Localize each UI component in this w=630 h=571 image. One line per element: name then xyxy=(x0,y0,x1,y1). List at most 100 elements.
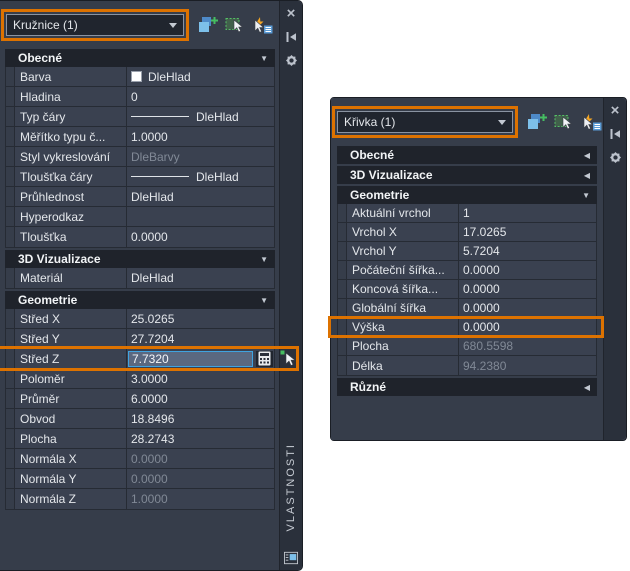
property-value-cell[interactable]: 5.7204 xyxy=(459,244,596,258)
property-value-cell[interactable]: 0.0000 xyxy=(459,282,596,296)
pick-point-button[interactable] xyxy=(280,350,296,369)
calculator-button[interactable] xyxy=(256,350,273,367)
quick-select-button[interactable] xyxy=(580,113,602,132)
property-value-cell[interactable]: 17.0265 xyxy=(459,225,596,239)
property-row-typ-ry[interactable]: Typ čáry DleHlad xyxy=(6,107,274,127)
close-icon[interactable]: × xyxy=(286,5,296,22)
section-header-3d-vizualizace[interactable]: 3D Vizualizace ▼ xyxy=(5,250,275,268)
object-type-dropdown[interactable]: Křivka (1) xyxy=(337,111,513,133)
section-header-obecn[interactable]: Obecné ◀ xyxy=(337,146,597,164)
property-value-cell[interactable]: DleHlad xyxy=(127,190,274,204)
property-value-cell[interactable]: 0.0000 xyxy=(459,320,596,334)
property-row-d-lka[interactable]: Délka 94.2380 xyxy=(338,356,596,375)
property-row-hladina[interactable]: Hladina 0 xyxy=(6,87,274,107)
toggle-pickadd-button[interactable] xyxy=(197,16,219,35)
property-row-pr-m-r[interactable]: Průměr 6.0000 xyxy=(6,389,274,409)
property-value-cell[interactable]: 1 xyxy=(459,206,596,220)
property-row-tlou-ka-ry[interactable]: Tloušťka čáry DleHlad xyxy=(6,167,274,187)
property-row-st-ed-z[interactable]: Střed Z 7.7320 xyxy=(0,346,299,371)
property-value-cell[interactable]: DleHlad xyxy=(127,170,274,184)
quick-select-button[interactable] xyxy=(251,16,273,35)
property-value-cell[interactable]: 3.0000 xyxy=(127,372,274,386)
property-value-cell[interactable]: 0 xyxy=(127,90,274,104)
row-gutter xyxy=(338,261,347,279)
property-row-st-ed-x[interactable]: Střed X 25.0265 xyxy=(6,309,274,329)
property-label: Tloušťka čáry xyxy=(15,167,127,186)
property-value-cell[interactable]: 0.0000 xyxy=(127,472,274,486)
object-type-value: Kružnice (1) xyxy=(13,18,78,32)
property-label: Počáteční šířka... xyxy=(347,261,459,279)
property-value-cell[interactable]: 0.0000 xyxy=(127,452,274,466)
property-row-styl-vykreslov-n[interactable]: Styl vykreslování DleBarvy xyxy=(6,147,274,167)
auto-hide-icon[interactable] xyxy=(284,31,298,43)
property-value-cell[interactable]: 18.8496 xyxy=(127,412,274,426)
settings-gear-icon[interactable] xyxy=(608,151,622,163)
property-value-cell[interactable]: DleHlad xyxy=(127,110,274,124)
property-value-cell[interactable]: 7.7320 xyxy=(127,350,274,368)
property-value-cell[interactable]: 0.0000 xyxy=(127,230,274,244)
property-row-tlou-ka[interactable]: Tloušťka 0.0000 xyxy=(6,227,274,247)
property-row-plocha[interactable]: Plocha 28.2743 xyxy=(6,429,274,449)
property-label: Poloměr xyxy=(15,369,127,388)
property-value-cell[interactable]: DleHlad xyxy=(127,70,274,84)
section-header-geometrie[interactable]: Geometrie ▼ xyxy=(337,186,597,204)
property-value-cell[interactable]: DleHlad xyxy=(127,271,274,285)
property-value: 1 xyxy=(463,206,470,220)
property-label: Průhlednost xyxy=(15,187,127,206)
property-row-st-ed-y[interactable]: Střed Y 27.7204 xyxy=(6,329,274,349)
row-gutter xyxy=(338,356,347,375)
section-header-geometrie[interactable]: Geometrie ▼ xyxy=(5,291,275,309)
auto-hide-icon[interactable] xyxy=(608,128,622,140)
row-gutter xyxy=(338,223,347,241)
property-row-po-te-n-ka[interactable]: Počáteční šířka... 0.0000 xyxy=(338,261,596,280)
property-row-obvod[interactable]: Obvod 18.8496 xyxy=(6,409,274,429)
section-header-obecn[interactable]: Obecné ▼ xyxy=(5,49,275,67)
property-row-norm-la-y[interactable]: Normála Y 0.0000 xyxy=(6,469,274,489)
property-row-m-tko-typu[interactable]: Měřítko typu č... 1.0000 xyxy=(6,127,274,147)
property-value-cell[interactable]: 27.7204 xyxy=(127,332,274,346)
chevron-left-icon: ◀ xyxy=(583,382,590,392)
property-value-cell[interactable]: 25.0265 xyxy=(127,312,274,326)
property-row-hyperodkaz[interactable]: Hyperodkaz xyxy=(6,207,274,227)
property-row-glob-ln-ka[interactable]: Globální šířka 0.0000 xyxy=(338,299,596,318)
property-row-aktu-ln-vrchol[interactable]: Aktuální vrchol 1 xyxy=(338,204,596,223)
property-row-vrchol-x[interactable]: Vrchol X 17.0265 xyxy=(338,223,596,242)
settings-gear-icon[interactable] xyxy=(284,54,298,66)
value-edit-input[interactable]: 7.7320 xyxy=(128,350,253,367)
property-row-norm-la-z[interactable]: Normála Z 1.0000 xyxy=(6,489,274,509)
property-value-cell[interactable]: 1.0000 xyxy=(127,130,274,144)
section-header-3d-vizualizace[interactable]: 3D Vizualizace ◀ xyxy=(337,166,597,184)
property-value-cell[interactable]: 6.0000 xyxy=(127,392,274,406)
row-gutter xyxy=(6,227,15,247)
select-objects-button[interactable] xyxy=(553,113,575,132)
property-row-barva[interactable]: Barva DleHlad xyxy=(6,67,274,87)
property-value-cell[interactable]: 94.2380 xyxy=(459,359,596,373)
property-value-cell[interactable]: 0.0000 xyxy=(459,301,596,315)
object-type-dropdown[interactable]: Kružnice (1) xyxy=(6,14,184,36)
property-value: DleHlad xyxy=(196,169,239,184)
chevron-down-icon: ▼ xyxy=(260,53,268,63)
property-row-norm-la-x[interactable]: Normála X 0.0000 xyxy=(6,449,274,469)
property-row-koncov-ka[interactable]: Koncová šířka... 0.0000 xyxy=(338,280,596,299)
property-value-cell[interactable]: 0.0000 xyxy=(459,263,596,277)
property-value-cell[interactable]: 1.0000 xyxy=(127,492,274,506)
select-objects-button[interactable] xyxy=(224,16,246,35)
row-gutter xyxy=(338,280,347,298)
property-row-polom-r[interactable]: Poloměr 3.0000 xyxy=(6,369,274,389)
property-value-cell[interactable]: 28.2743 xyxy=(127,432,274,446)
property-row-plocha[interactable]: Plocha 680.5598 xyxy=(338,337,596,356)
property-row-v-ka[interactable]: Výška 0.0000 xyxy=(328,316,604,338)
close-icon[interactable]: × xyxy=(610,102,620,119)
property-row-materi-l[interactable]: Materiál DleHlad xyxy=(6,268,274,288)
toggle-pickadd-button[interactable] xyxy=(526,113,548,132)
property-row-vrchol-y[interactable]: Vrchol Y 5.7204 xyxy=(338,242,596,261)
property-value: 1.0000 xyxy=(131,129,168,144)
section-header-r-zn[interactable]: Různé ◀ xyxy=(337,378,597,396)
selector-highlight-box: Kružnice (1) xyxy=(1,9,189,41)
property-value: 1.0000 xyxy=(131,492,168,506)
row-gutter xyxy=(6,369,15,388)
property-value-cell[interactable]: DleBarvy xyxy=(127,150,274,164)
properties-palette-icon xyxy=(284,551,298,565)
property-value-cell[interactable]: 680.5598 xyxy=(459,339,596,353)
property-row-pr-hlednost[interactable]: Průhlednost DleHlad xyxy=(6,187,274,207)
